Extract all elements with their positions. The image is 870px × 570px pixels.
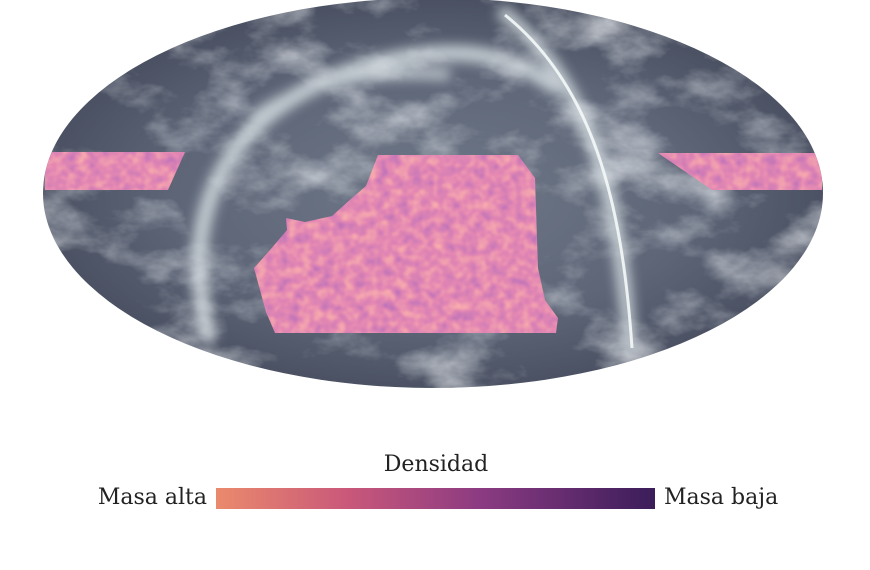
bright-filament [504,13,634,349]
colorbar-title: Densidad [384,452,488,477]
sky-map [43,0,823,388]
colorbar-left-label: Masa alta [98,485,207,510]
colorbar-right-label: Masa baja [664,485,778,510]
colorbar [216,488,655,509]
